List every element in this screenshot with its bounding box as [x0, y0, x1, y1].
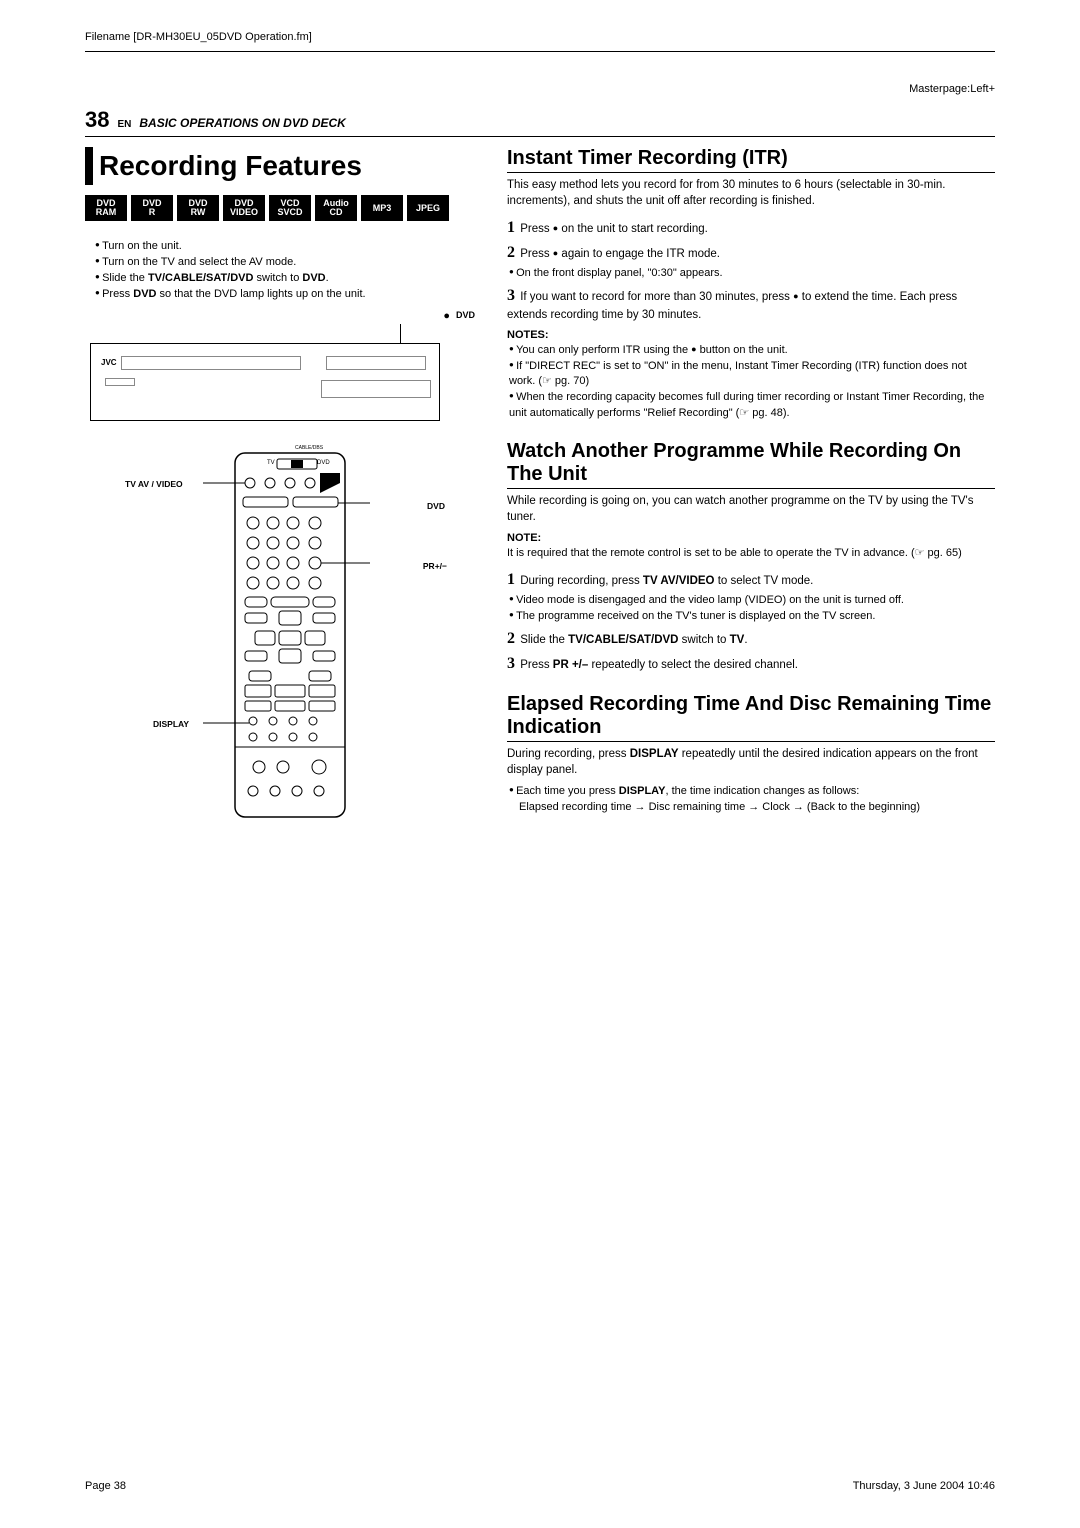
elapsed-title: Elapsed Recording Time And Disc Remainin…: [507, 693, 995, 742]
label-pr: PR+/−: [423, 561, 447, 572]
page-section-title: BASIC OPERATIONS ON DVD DECK: [139, 115, 345, 131]
watch-intro: While recording is going on, you can wat…: [507, 493, 995, 525]
page-header: 38 EN BASIC OPERATIONS ON DVD DECK: [85, 105, 995, 138]
section-itr: Instant Timer Recording (ITR) This easy …: [507, 147, 995, 422]
itr-step1: 1 Press on the unit to start recording.: [507, 216, 995, 239]
label-tv-small: TV: [267, 459, 275, 467]
badge-jpeg: JPEG: [407, 195, 449, 221]
badge-audio-cd: AudioCD: [315, 195, 357, 221]
badge-dvd-rw: DVDRW: [177, 195, 219, 221]
label-dvd: DVD: [427, 501, 445, 512]
badge-dvd-video: DVDVIDEO: [223, 195, 265, 221]
device-diagram: JVC: [90, 343, 440, 421]
page-number: 38: [85, 105, 109, 135]
bullet-2: Turn on the TV and select the AV mode.: [95, 255, 485, 271]
filename-meta: Filename [DR-MH30EU_05DVD Operation.fm]: [85, 30, 995, 45]
format-badges: DVDRAM DVDR DVDRW DVDVIDEO VCDSVCD Audio…: [85, 195, 485, 221]
itr-step2-note: On the front display panel, "0:30" appea…: [509, 266, 995, 282]
watch-step2: 2 Slide the TV/CABLE/SAT/DVD switch to T…: [507, 627, 995, 650]
badge-vcd-svcd: VCDSVCD: [269, 195, 311, 221]
watch-note-body: It is required that the remote control i…: [507, 546, 995, 561]
bullet-1: Turn on the unit.: [95, 239, 485, 255]
itr-note2: If "DIRECT REC" is set to "ON" in the me…: [509, 359, 995, 391]
device-brand: JVC: [101, 358, 117, 369]
remote-diagram: TV AV / VIDEO DVD PR+/− DISPLAY TV DVD C…: [195, 445, 415, 829]
badge-dvd-r: DVDR: [131, 195, 173, 221]
watch-step1: 1 During recording, press TV AV/VIDEO to…: [507, 568, 995, 591]
itr-note1: You can only perform ITR using the butto…: [509, 343, 995, 359]
badge-dvd-ram: DVDRAM: [85, 195, 127, 221]
elapsed-intro: During recording, press DISPLAY repeated…: [507, 746, 995, 778]
top-rule: [85, 51, 995, 52]
footer-date: Thursday, 3 June 2004 10:46: [853, 1479, 995, 1494]
left-column: Recording Features DVDRAM DVDR DVDRW DVD…: [85, 147, 485, 839]
right-column: Instant Timer Recording (ITR) This easy …: [507, 147, 995, 839]
section-watch: Watch Another Programme While Recording …: [507, 440, 995, 675]
itr-title: Instant Timer Recording (ITR): [507, 147, 995, 173]
bullet-4: Press DVD so that the DVD lamp lights up…: [95, 287, 485, 303]
masterpage-label: Masterpage:Left+: [85, 82, 995, 97]
device-dvd-label: ●DVD: [443, 309, 475, 324]
label-dvd-small: DVD: [317, 459, 330, 467]
page-footer: Page 38 Thursday, 3 June 2004 10:46: [85, 1479, 995, 1494]
watch-step3: 3 Press PR +/– repeatedly to select the …: [507, 652, 995, 675]
itr-notes-heading: NOTES:: [507, 328, 995, 343]
elapsed-b1: Each time you press DISPLAY, the time in…: [509, 784, 995, 816]
watch-title: Watch Another Programme While Recording …: [507, 440, 995, 489]
badge-mp3: MP3: [361, 195, 403, 221]
section-elapsed: Elapsed Recording Time And Disc Remainin…: [507, 693, 995, 816]
itr-intro: This easy method lets you record for fro…: [507, 177, 995, 209]
itr-step2: 2 Press again to engage the ITR mode.: [507, 241, 995, 264]
label-display: DISPLAY: [153, 719, 189, 730]
remote-svg: [195, 445, 375, 825]
bullet-3: Slide the TV/CABLE/SAT/DVD switch to DVD…: [95, 271, 485, 287]
setup-bullets: Turn on the unit. Turn on the TV and sel…: [85, 239, 485, 303]
itr-step3: 3 If you want to record for more than 30…: [507, 284, 995, 324]
itr-note3: When the recording capacity becomes full…: [509, 390, 995, 422]
elapsed-sequence: Elapsed recording time → Disc remaining …: [509, 800, 920, 816]
watch-step1c: The programme received on the TV's tuner…: [509, 609, 995, 625]
label-tvav: TV AV / VIDEO: [125, 479, 183, 490]
watch-step1b: Video mode is disengaged and the video l…: [509, 593, 995, 609]
main-title: Recording Features: [85, 147, 485, 185]
footer-page: Page 38: [85, 1479, 126, 1494]
watch-note-heading: NOTE:: [507, 531, 995, 546]
label-cable-small: CABLE/DBS: [295, 445, 323, 452]
page-lang: EN: [117, 118, 131, 132]
